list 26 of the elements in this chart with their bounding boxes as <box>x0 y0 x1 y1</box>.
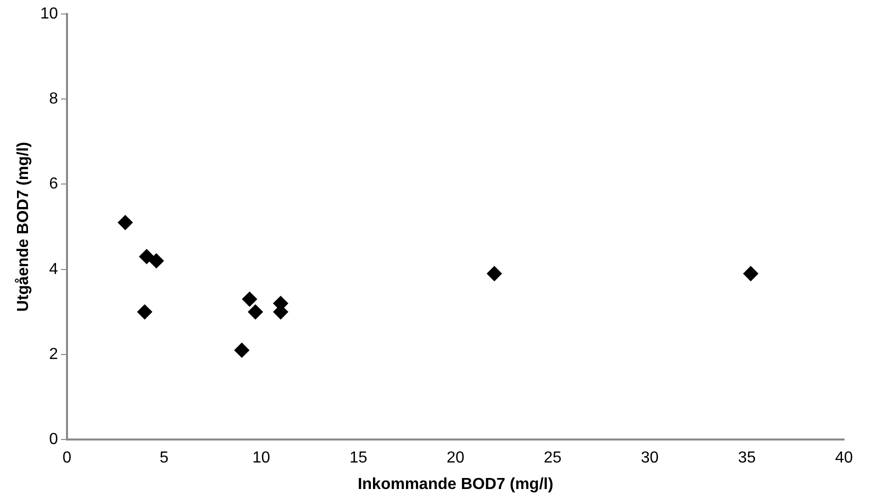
x-tick-label: 40 <box>835 450 853 467</box>
point <box>118 215 133 230</box>
x-tick-label: 15 <box>349 450 368 467</box>
x-tick-label: 0 <box>62 450 72 467</box>
point <box>486 266 502 282</box>
x-tick-label: 25 <box>544 450 562 467</box>
point <box>242 292 258 307</box>
x-tick-label: 20 <box>446 450 464 467</box>
point <box>743 266 758 282</box>
y-tick-label: 2 <box>49 346 58 363</box>
x-tick-label: 10 <box>252 450 270 467</box>
point <box>248 304 263 320</box>
y-tick-label: 10 <box>40 5 58 22</box>
point <box>137 304 152 320</box>
y-tick-label: 8 <box>49 90 58 108</box>
x-axis-title: Inkommande BOD7 (mg/l) <box>358 476 554 493</box>
y-tick-label: 0 <box>49 431 58 448</box>
y-axis-title: Utgående BOD7 (mg/l) <box>14 142 32 312</box>
x-tick-label: 5 <box>160 450 169 467</box>
point <box>148 253 164 268</box>
x-tick-label: 30 <box>640 450 659 467</box>
point <box>234 342 250 358</box>
point <box>139 249 154 264</box>
x-tick-label: 35 <box>738 450 756 467</box>
y-tick-label: 6 <box>49 176 58 193</box>
y-tick-label: 4 <box>49 260 58 278</box>
